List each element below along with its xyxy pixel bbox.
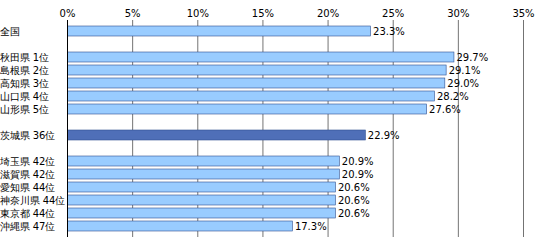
svg-text:17.3%: 17.3%	[295, 221, 327, 232]
svg-text:愛知県 44位: 愛知県 44位	[0, 182, 55, 193]
svg-text:23.3%: 23.3%	[373, 26, 405, 37]
svg-text:30%: 30%	[447, 8, 469, 19]
svg-text:20.9%: 20.9%	[342, 156, 374, 167]
svg-text:28.2%: 28.2%	[437, 91, 469, 102]
svg-text:20%: 20%	[317, 8, 339, 19]
svg-text:滋賀県 42位: 滋賀県 42位	[0, 169, 55, 180]
svg-text:0%: 0%	[60, 8, 76, 19]
svg-text:29.0%: 29.0%	[447, 78, 479, 89]
svg-text:埼玉県 42位: 埼玉県 42位	[0, 156, 55, 167]
svg-text:22.9%: 22.9%	[368, 130, 400, 141]
svg-text:茨城県 36位: 茨城県 36位	[0, 130, 55, 141]
svg-text:29.1%: 29.1%	[449, 65, 481, 76]
svg-text:25%: 25%	[382, 8, 404, 19]
svg-text:27.6%: 27.6%	[429, 104, 461, 115]
svg-text:29.7%: 29.7%	[456, 52, 488, 63]
svg-text:全国: 全国	[0, 26, 20, 37]
svg-text:山形県 5位: 山形県 5位	[0, 104, 49, 115]
svg-text:高知県 3位: 高知県 3位	[0, 78, 49, 89]
svg-text:20.6%: 20.6%	[338, 195, 370, 206]
svg-text:東京都 44位: 東京都 44位	[0, 208, 55, 219]
svg-text:15%: 15%	[252, 8, 274, 19]
svg-text:20.6%: 20.6%	[338, 208, 370, 219]
svg-text:35%: 35%	[512, 8, 534, 19]
svg-text:20.9%: 20.9%	[342, 169, 374, 180]
svg-text:沖縄県 47位: 沖縄県 47位	[0, 221, 55, 232]
svg-text:神奈川県 44位: 神奈川県 44位	[0, 195, 65, 206]
svg-text:山口県 4位: 山口県 4位	[0, 91, 49, 102]
svg-text:10%: 10%	[187, 8, 209, 19]
svg-text:島根県 2位: 島根県 2位	[0, 65, 49, 76]
svg-text:5%: 5%	[125, 8, 141, 19]
svg-text:20.6%: 20.6%	[338, 182, 370, 193]
svg-text:秋田県 1位: 秋田県 1位	[0, 52, 49, 63]
